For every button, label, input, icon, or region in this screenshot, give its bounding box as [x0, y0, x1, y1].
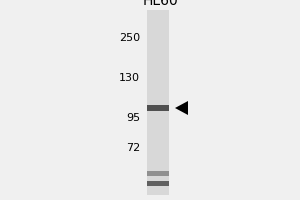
- Text: HL60: HL60: [142, 0, 178, 8]
- Text: 130: 130: [119, 73, 140, 83]
- Polygon shape: [175, 101, 188, 115]
- Bar: [147, 10, 169, 195]
- Text: 95: 95: [126, 113, 140, 123]
- Bar: [147, 180, 169, 186]
- Bar: [147, 105, 169, 111]
- Text: 250: 250: [119, 33, 140, 43]
- Text: 72: 72: [126, 143, 140, 153]
- Bar: [147, 170, 169, 176]
